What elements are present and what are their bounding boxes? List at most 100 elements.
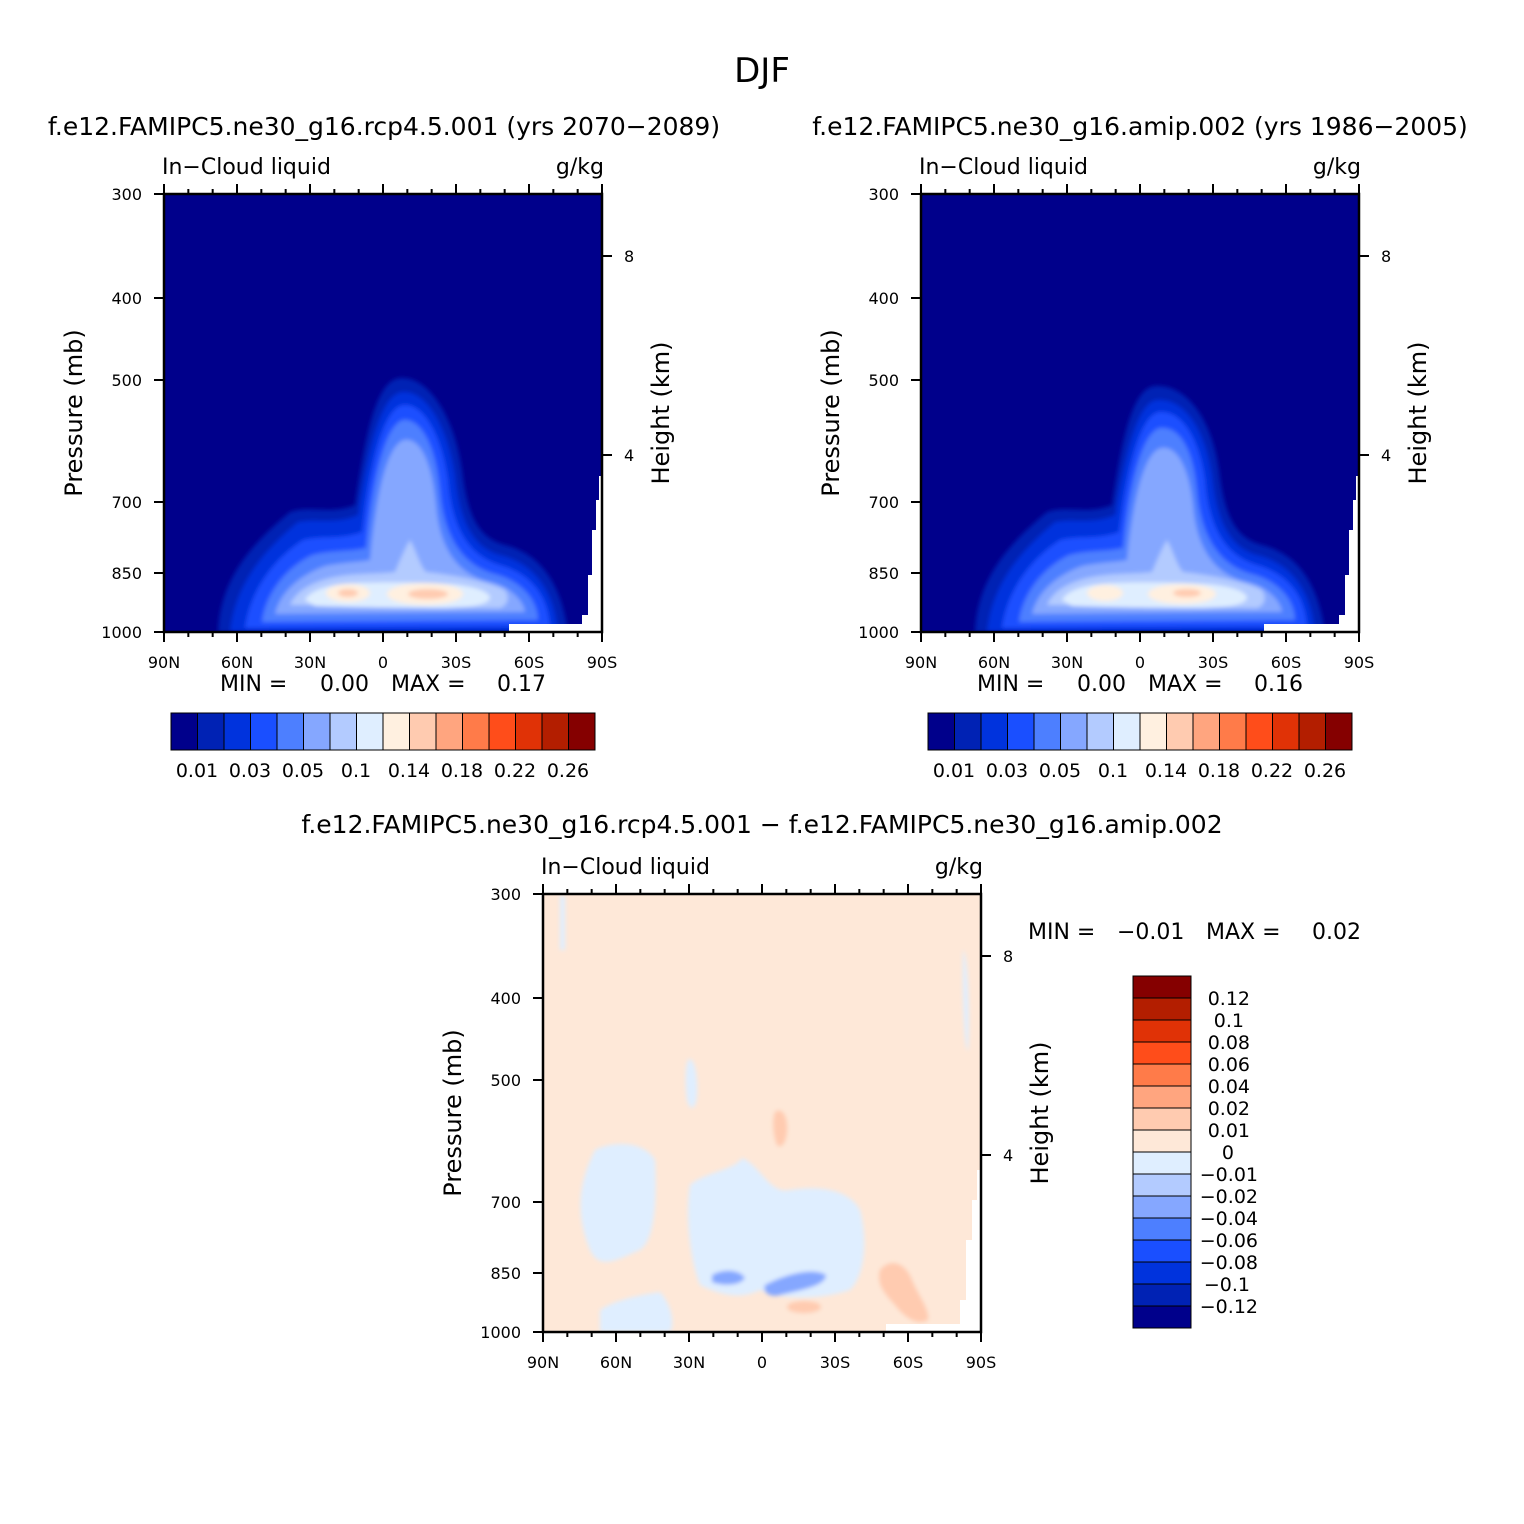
y2-tick-label: 8 (1381, 247, 1391, 266)
variable-label: In−Cloud liquid (919, 155, 1088, 180)
colorbar-swatch (197, 712, 225, 751)
colorbar-swatch (980, 712, 1008, 751)
panel-title: f.e12.FAMIPC5.ne30_g16.rcp4.5.001 (yrs 2… (48, 112, 720, 141)
x-tick-label: 60S (1271, 653, 1302, 672)
colorbar-swatch (1219, 712, 1247, 751)
colorbar-swatch (515, 712, 543, 751)
colorbar-label: 0.03 (229, 760, 271, 782)
y2-tick-labels: 8 4 (1381, 247, 1391, 465)
colorbar-swatch (223, 712, 251, 751)
colorbar-label: −0.01 (1200, 1164, 1258, 1186)
y-tick-label: 300 (868, 185, 899, 204)
x-tick-label: 60S (514, 653, 545, 672)
min-label: MIN = (1028, 920, 1095, 945)
x-tick-labels: 90N 60N 30N 0 30S 60S 90S (527, 1353, 996, 1372)
colorbar-swatch (462, 712, 490, 751)
colorbar-swatch (1132, 1129, 1192, 1153)
x-tick-label: 90S (966, 1353, 997, 1372)
y-tick-label: 300 (490, 885, 521, 904)
colorbar-swatch (1245, 712, 1273, 751)
colorbar-label: 0.02 (1208, 1098, 1250, 1120)
min-value: 0.00 (320, 672, 369, 697)
y-tick-label: 1000 (858, 623, 899, 642)
colorbar-label: 0.06 (1208, 1054, 1250, 1076)
x-tick-label: 30S (441, 653, 472, 672)
x-tick-label: 90N (148, 653, 180, 672)
colorbar-swatch (1132, 975, 1192, 999)
x-tick-label: 90N (527, 1353, 559, 1372)
colorbar-label: −0.1 (1204, 1274, 1250, 1296)
colorbar-swatch (1132, 1239, 1192, 1263)
colorbar (170, 712, 596, 751)
colorbar-label: −0.02 (1200, 1186, 1258, 1208)
x-tick-label: 30N (673, 1353, 705, 1372)
colorbar-label: 0.08 (1208, 1032, 1250, 1054)
colorbar-label: 0.22 (494, 760, 536, 782)
colorbar-swatch (1132, 1151, 1192, 1175)
contour-field (543, 894, 981, 1332)
y-axis-label: Pressure (mb) (817, 329, 845, 496)
units-label: g/kg (935, 855, 983, 880)
min-max-readout: MIN = −0.01 MAX = 0.02 (1028, 920, 1361, 945)
x-tick-label: 90N (905, 653, 937, 672)
colorbar-swatch (435, 712, 463, 751)
y-tick-label: 400 (111, 289, 142, 308)
x-tick-label: 30S (820, 1353, 851, 1372)
panel-difference: f.e12.FAMIPC5.ne30_g16.rcp4.5.001 − f.e1… (301, 810, 1361, 1372)
y2-tick-label: 4 (1003, 1146, 1013, 1165)
y2-tick-label: 4 (624, 446, 634, 465)
colorbar-label: 0.1 (341, 760, 371, 782)
y-tick-label: 400 (868, 289, 899, 308)
colorbar-swatch (1132, 1019, 1192, 1043)
colorbar-swatch (1113, 712, 1141, 751)
colorbar-swatch (1272, 712, 1300, 751)
colorbar-swatch (382, 712, 410, 751)
x-tick-label: 30S (1198, 653, 1229, 672)
colorbar (927, 712, 1353, 751)
colorbar-swatch (1132, 1283, 1192, 1307)
x-tick-label: 60N (600, 1353, 632, 1372)
max-value: 0.16 (1254, 672, 1303, 697)
colorbar-swatch (1033, 712, 1061, 751)
max-label: MAX = (391, 672, 466, 697)
colorbar-label: 0.18 (1198, 760, 1240, 782)
colorbar-label: 0.05 (282, 760, 324, 782)
x-tick-label: 90S (587, 653, 618, 672)
colorbar-label: 0.26 (1304, 760, 1346, 782)
colorbar-label: 0.05 (1039, 760, 1081, 782)
colorbar-swatch (1139, 712, 1167, 751)
y2-tick-labels: 8 4 (1003, 947, 1013, 1165)
panel-amip: f.e12.FAMIPC5.ne30_g16.amip.002 (yrs 198… (812, 112, 1468, 782)
axis-ticks (533, 884, 991, 1342)
x-tick-label: 30N (1051, 653, 1083, 672)
axis-ticks (911, 184, 1369, 642)
max-value: 0.17 (497, 672, 546, 697)
colorbar-label: 0.04 (1208, 1076, 1250, 1098)
colorbar-label: 0.22 (1251, 760, 1293, 782)
colorbar-label: −0.12 (1200, 1296, 1258, 1318)
colorbar-swatch (1086, 712, 1114, 751)
x-tick-label: 0 (757, 1353, 767, 1372)
min-max-readout: MIN = 0.00 MAX = 0.17 (220, 672, 546, 697)
y-tick-labels: 300 400 500 700 850 1000 (480, 885, 521, 1342)
panel-title: f.e12.FAMIPC5.ne30_g16.amip.002 (yrs 198… (812, 112, 1468, 141)
min-label: MIN = (977, 672, 1044, 697)
colorbar-swatch (170, 712, 198, 751)
y-tick-labels: 300 400 500 700 850 1000 (101, 185, 142, 642)
y-tick-label: 400 (490, 989, 521, 1008)
colorbar-label: 0.14 (388, 760, 430, 782)
colorbar-swatch (1132, 1085, 1192, 1109)
y-tick-label: 700 (490, 1193, 521, 1212)
colorbar-label: −0.04 (1200, 1208, 1258, 1230)
y-tick-label: 500 (111, 371, 142, 390)
y-axis-label: Pressure (mb) (439, 1029, 467, 1196)
figure-title: DJF (734, 51, 790, 91)
x-tick-label: 60N (978, 653, 1010, 672)
axis-ticks (154, 184, 612, 642)
colorbar-swatch (541, 712, 569, 751)
colorbar-label: 0.01 (933, 760, 975, 782)
y-tick-label: 1000 (101, 623, 142, 642)
colorbar-swatch (1132, 1305, 1192, 1329)
x-tick-label: 60S (893, 1353, 924, 1372)
y-tick-label: 500 (868, 371, 899, 390)
